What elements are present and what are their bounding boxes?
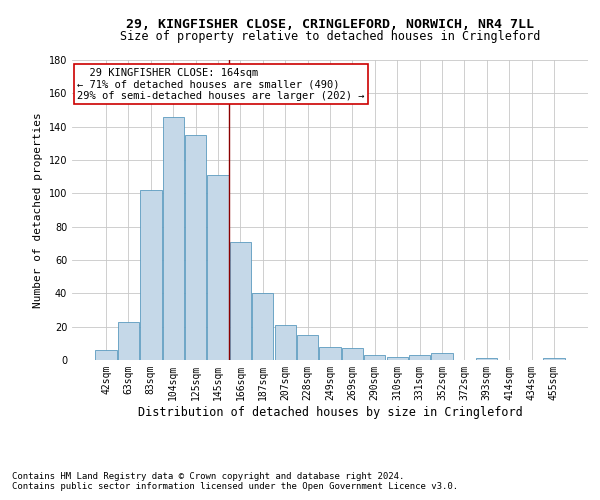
Text: 29 KINGFISHER CLOSE: 164sqm
← 71% of detached houses are smaller (490)
29% of se: 29 KINGFISHER CLOSE: 164sqm ← 71% of det… xyxy=(77,68,365,100)
Bar xyxy=(342,348,363,360)
Bar xyxy=(543,358,565,360)
Bar xyxy=(386,356,408,360)
Text: Contains public sector information licensed under the Open Government Licence v3: Contains public sector information licen… xyxy=(12,482,458,491)
Bar xyxy=(297,335,318,360)
Bar xyxy=(252,294,274,360)
Text: Contains HM Land Registry data © Crown copyright and database right 2024.: Contains HM Land Registry data © Crown c… xyxy=(12,472,404,481)
Bar xyxy=(431,354,452,360)
Bar xyxy=(208,175,229,360)
Bar xyxy=(275,325,296,360)
Bar xyxy=(476,358,497,360)
Bar xyxy=(163,116,184,360)
Text: 29, KINGFISHER CLOSE, CRINGLEFORD, NORWICH, NR4 7LL: 29, KINGFISHER CLOSE, CRINGLEFORD, NORWI… xyxy=(126,18,534,30)
Text: Size of property relative to detached houses in Cringleford: Size of property relative to detached ho… xyxy=(120,30,540,43)
X-axis label: Distribution of detached houses by size in Cringleford: Distribution of detached houses by size … xyxy=(137,406,523,418)
Bar xyxy=(185,135,206,360)
Bar xyxy=(140,190,161,360)
Bar xyxy=(118,322,139,360)
Bar xyxy=(95,350,117,360)
Bar xyxy=(409,355,430,360)
Bar xyxy=(364,355,385,360)
Bar xyxy=(230,242,251,360)
Y-axis label: Number of detached properties: Number of detached properties xyxy=(33,112,43,308)
Bar xyxy=(319,346,341,360)
